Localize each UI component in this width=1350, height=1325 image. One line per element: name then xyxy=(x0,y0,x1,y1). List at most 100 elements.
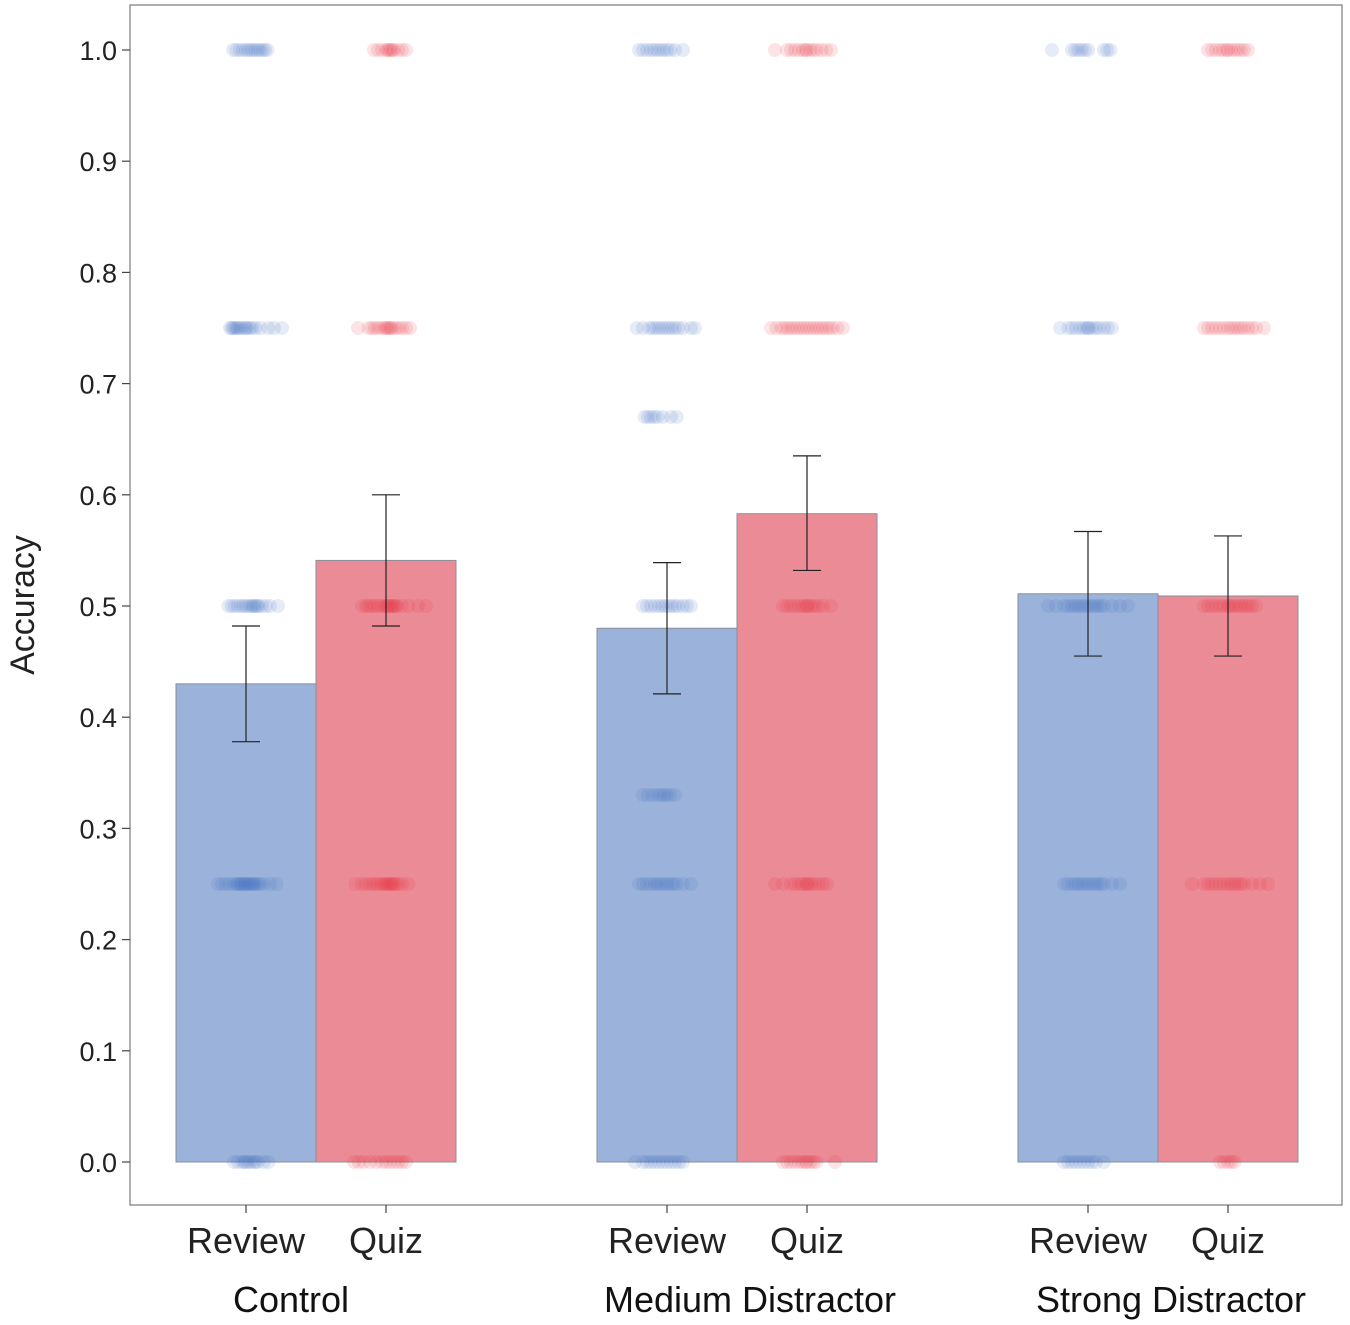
data-point xyxy=(267,321,281,335)
y-tick-label: 0.1 xyxy=(79,1037,117,1067)
data-point xyxy=(640,1155,654,1169)
data-point xyxy=(1101,321,1115,335)
data-point xyxy=(351,1155,366,1169)
y-tick-label: 0.4 xyxy=(79,703,117,733)
data-point xyxy=(650,409,665,424)
data-point xyxy=(776,1155,790,1169)
data-point xyxy=(688,321,702,335)
data-point xyxy=(1074,43,1089,57)
data-point xyxy=(836,321,850,335)
data-point xyxy=(676,599,690,613)
data-point xyxy=(660,788,674,803)
data-point xyxy=(1077,877,1092,891)
data-point xyxy=(383,877,398,891)
data-point xyxy=(636,321,650,335)
data-point xyxy=(809,43,824,57)
data-point xyxy=(774,321,789,335)
data-point xyxy=(1224,321,1239,335)
data-point xyxy=(676,1155,690,1169)
data-point xyxy=(253,43,268,57)
data-point xyxy=(822,321,837,335)
y-tick-label: 0.0 xyxy=(79,1148,117,1178)
data-point xyxy=(656,43,671,57)
data-point xyxy=(806,43,821,57)
data-point xyxy=(798,1155,813,1169)
data-point xyxy=(380,877,395,891)
data-point xyxy=(1241,599,1256,613)
y-tick-label: 0.3 xyxy=(79,814,117,844)
data-point xyxy=(1237,321,1251,335)
data-point xyxy=(385,877,400,891)
data-point xyxy=(1213,43,1227,57)
data-point xyxy=(804,599,819,613)
data-point xyxy=(784,321,798,335)
data-point xyxy=(375,877,389,891)
data-point xyxy=(1233,43,1248,57)
data-point xyxy=(239,877,253,891)
data-point xyxy=(256,1155,271,1169)
data-point xyxy=(388,877,403,891)
data-point xyxy=(255,43,270,57)
data-point xyxy=(800,1155,814,1169)
data-point xyxy=(241,599,256,613)
data-point xyxy=(1205,599,1219,613)
data-point xyxy=(371,599,385,613)
data-point xyxy=(1197,877,1211,891)
data-point xyxy=(640,43,654,57)
data-point xyxy=(235,321,249,335)
data-point xyxy=(382,321,397,335)
data-point xyxy=(1079,321,1094,335)
data-point xyxy=(795,599,810,613)
data-point xyxy=(239,599,253,613)
data-point xyxy=(385,43,400,57)
data-point xyxy=(223,321,237,335)
data-point xyxy=(1209,321,1223,335)
group-label: Strong Distractor xyxy=(1036,1279,1306,1320)
x-tick-label-review: Review xyxy=(608,1220,727,1261)
data-point xyxy=(359,599,373,613)
data-point xyxy=(364,599,379,613)
data-point xyxy=(1217,321,1231,335)
data-point xyxy=(809,321,824,335)
data-point xyxy=(243,321,257,335)
data-point xyxy=(1071,599,1086,613)
data-point xyxy=(636,1155,650,1169)
data-point xyxy=(684,321,698,335)
data-point xyxy=(1224,43,1239,57)
data-point xyxy=(668,788,682,803)
data-point xyxy=(1081,877,1095,891)
data-point xyxy=(1061,599,1075,613)
data-point xyxy=(653,43,668,57)
data-point xyxy=(375,1155,389,1169)
data-point xyxy=(780,1155,794,1169)
data-point xyxy=(401,599,416,613)
data-point xyxy=(661,321,676,335)
data-point xyxy=(246,43,261,57)
data-point xyxy=(648,599,662,613)
data-point xyxy=(374,321,389,335)
data-point xyxy=(390,599,405,613)
data-point xyxy=(644,409,658,424)
data-point xyxy=(251,1155,265,1169)
data-point xyxy=(391,43,405,57)
data-point xyxy=(777,321,792,335)
data-point xyxy=(237,877,252,891)
data-point xyxy=(395,321,409,335)
data-point xyxy=(1074,877,1089,891)
data-point xyxy=(819,43,834,57)
data-point xyxy=(380,321,395,335)
data-point xyxy=(644,599,658,613)
data-point xyxy=(1219,43,1234,57)
data-point xyxy=(806,1155,821,1169)
data-point xyxy=(803,321,818,335)
data-point xyxy=(355,877,369,891)
data-point xyxy=(383,43,398,57)
data-point xyxy=(806,321,821,335)
data-point xyxy=(383,1155,397,1169)
data-point xyxy=(387,43,401,57)
data-point xyxy=(798,43,813,57)
data-point xyxy=(1237,877,1251,891)
data-point xyxy=(229,877,244,891)
data-point xyxy=(1057,599,1071,613)
data-point xyxy=(798,877,813,891)
